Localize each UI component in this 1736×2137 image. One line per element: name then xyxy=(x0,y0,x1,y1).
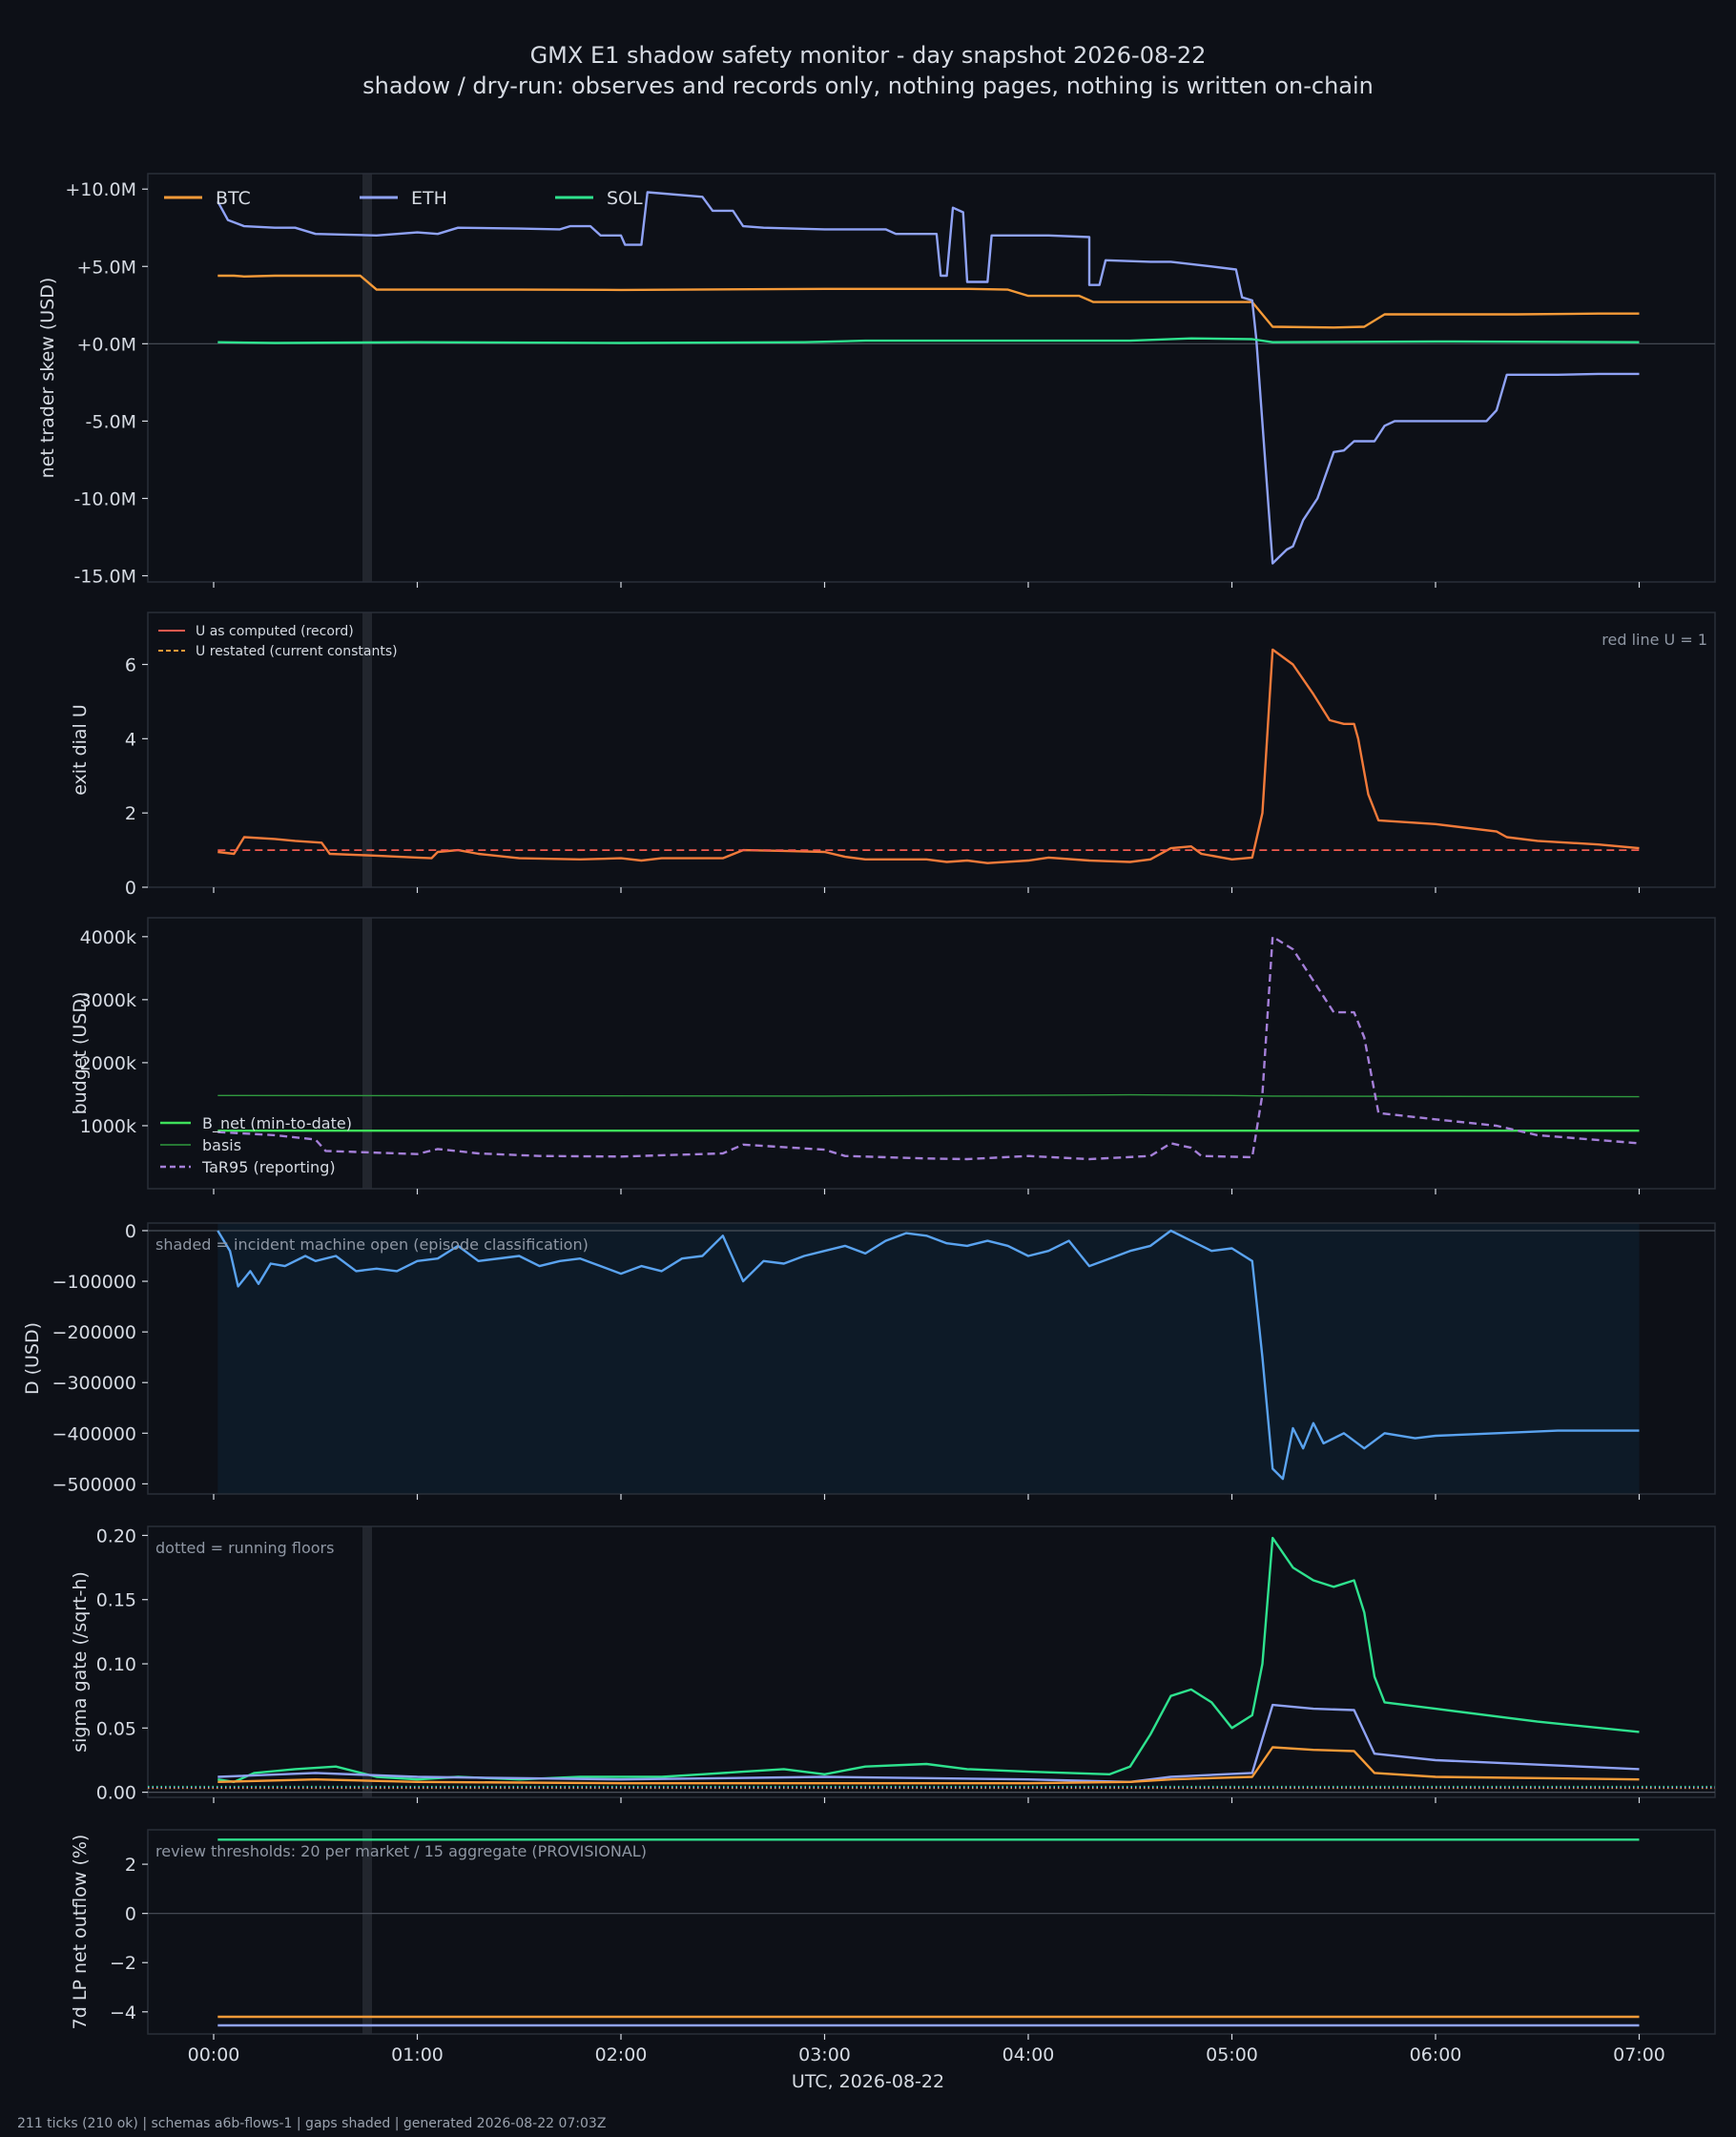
series-eth-line xyxy=(217,1703,1640,1784)
panels: +10.0M +5.0M +0.0M -5.0M -10.0M -15.0M net tra… xyxy=(22,173,1716,2040)
legend-label-eth: ETH xyxy=(411,188,447,209)
legend-label-btc: BTC xyxy=(216,188,251,209)
panel-1: +10.0M +5.0M +0.0M -5.0M -10.0M -15.0M net tra… xyxy=(37,173,1716,588)
y-tick-label: −200000 xyxy=(52,1322,136,1343)
legend-label-basis: basis xyxy=(202,1136,241,1154)
y-axis-label: budget (USD) xyxy=(70,992,91,1115)
y-axis-label: net trader skew (USD) xyxy=(37,278,58,479)
y-tick-label: -15.0M xyxy=(73,567,136,588)
y-tick-label: 0 xyxy=(125,878,136,899)
panel-annotation: review thresholds: 20 per market / 15 ag… xyxy=(155,1842,647,1860)
chart-subtitle: shadow / dry-run: observes and records o… xyxy=(362,73,1374,99)
legend-label-b_net: B_net (min-to-date) xyxy=(202,1114,352,1133)
x-axis-label: UTC, 2026-08-22 xyxy=(792,2071,944,2092)
y-axis-label: D (USD) xyxy=(22,1322,43,1395)
series-sol-line xyxy=(217,1536,1640,1784)
y-tick-label: 0.15 xyxy=(96,1590,136,1611)
y-tick-label: 2000k xyxy=(80,1053,136,1074)
y-tick-label: 0.10 xyxy=(96,1654,136,1675)
panel-frame xyxy=(147,1829,1716,2035)
legend-label-tar95: TaR95 (reporting) xyxy=(201,1158,336,1176)
y-tick-label: −400000 xyxy=(52,1423,136,1444)
panel-frame xyxy=(147,917,1716,1190)
panel-frame xyxy=(147,1525,1716,1798)
x-tick-label: 07:00 xyxy=(1613,2044,1665,2065)
panel-annotation: dotted = running floors xyxy=(155,1539,334,1557)
y-tick-label: 4000k xyxy=(80,927,136,948)
y-tick-label: 0 xyxy=(125,1904,136,1925)
legend-panel-2: U as computed (record) U restated (curren… xyxy=(158,624,398,659)
y-axis-label: sigma gate (/sqrt-h) xyxy=(70,1571,91,1753)
y-tick-label: -5.0M xyxy=(86,411,136,432)
redline-annotation: red line U = 1 xyxy=(1602,631,1707,649)
series-btc-line xyxy=(217,274,1640,329)
gap-band xyxy=(362,612,372,887)
series-tar95-line xyxy=(217,935,1640,1161)
x-axis: 00:00 01:00 02:00 03:00 04:00 05:00 06:00 07:00 xyxy=(188,2044,1665,2065)
y-tick-label: −300000 xyxy=(52,1373,136,1394)
x-tick-label: 01:00 xyxy=(391,2044,444,2065)
y-tick-label: -10.0M xyxy=(73,488,136,509)
series-sol-line xyxy=(217,337,1640,344)
y-tick-label: +10.0M xyxy=(65,179,136,200)
y-tick-label: 6 xyxy=(125,654,136,675)
footer-status: 211 ticks (210 ok) | schemas a6b-flows-1… xyxy=(17,2116,606,2131)
legend-panel-1: BTC ETH SOL xyxy=(164,188,643,209)
incident-shade xyxy=(217,1223,1640,1494)
y-tick-label: 4 xyxy=(125,729,136,750)
y-tick-label: −100000 xyxy=(52,1272,136,1293)
y-tick-label: 1000k xyxy=(80,1116,136,1137)
legend-label-redline: U restated (current constants) xyxy=(196,644,398,659)
series-d-line xyxy=(217,1229,1640,1481)
x-tick-label: 03:00 xyxy=(798,2044,851,2065)
y-tick-label: 0.00 xyxy=(96,1783,136,1804)
y-tick-label: −2 xyxy=(110,1953,136,1974)
y-tick-label: 0.05 xyxy=(96,1718,136,1739)
panel-6: 2 0 −2 −4 7d LP net outflow (%) review thresh… xyxy=(70,1829,1716,2040)
y-tick-label: −4 xyxy=(110,2002,136,2023)
y-tick-label: 2 xyxy=(125,803,136,824)
panel-frame xyxy=(147,1222,1716,1495)
series-u_computed-line xyxy=(217,648,1640,864)
x-tick-label: 00:00 xyxy=(188,2044,240,2065)
legend-label-u_computed: U as computed (record) xyxy=(196,624,354,639)
x-tick-label: 06:00 xyxy=(1410,2044,1462,2065)
series-eth-line xyxy=(217,191,1640,565)
y-tick-label: +0.0M xyxy=(76,334,136,355)
legend-label-sol: SOL xyxy=(607,188,643,209)
x-tick-label: 05:00 xyxy=(1206,2044,1258,2065)
gap-band xyxy=(362,1526,372,1797)
panel-2: 6 4 2 0 exit dial U red line U = 1 xyxy=(70,612,1716,899)
panel-5: 0.20 0.15 0.10 0.05 0.00 sigma gate (/sqrt-h)… xyxy=(70,1525,1716,1804)
panel-annotation: shaded = incident machine open (episode … xyxy=(155,1235,589,1254)
y-tick-label: +5.0M xyxy=(76,257,136,278)
series-btc-line xyxy=(217,1746,1640,1785)
y-axis-label: exit dial U xyxy=(70,704,91,796)
series-basis-line xyxy=(217,1093,1640,1098)
y-tick-label: 0.20 xyxy=(96,1525,136,1546)
y-tick-label: 2 xyxy=(125,1855,136,1876)
x-tick-label: 04:00 xyxy=(1002,2044,1055,2065)
y-tick-label: −500000 xyxy=(52,1474,136,1495)
panel-frame xyxy=(147,612,1716,888)
gap-band xyxy=(362,918,372,1189)
y-tick-label: 3000k xyxy=(80,990,136,1011)
gap-band xyxy=(362,1830,372,2034)
y-tick-label: 0 xyxy=(125,1221,136,1242)
chart-title: GMX E1 shadow safety monitor - day snaps… xyxy=(530,42,1207,69)
panel-4: 0 −100000 −200000 −300000 −400000 −500000 D (U… xyxy=(22,1221,1716,1500)
gap-band xyxy=(362,174,372,582)
legend-panel-3: B_net (min-to-date) basis TaR95 (reporting… xyxy=(160,1114,352,1176)
x-tick-label: 02:00 xyxy=(595,2044,648,2065)
y-axis-label: 7d LP net outflow (%) xyxy=(70,1835,91,2030)
panel-frame xyxy=(147,173,1716,583)
